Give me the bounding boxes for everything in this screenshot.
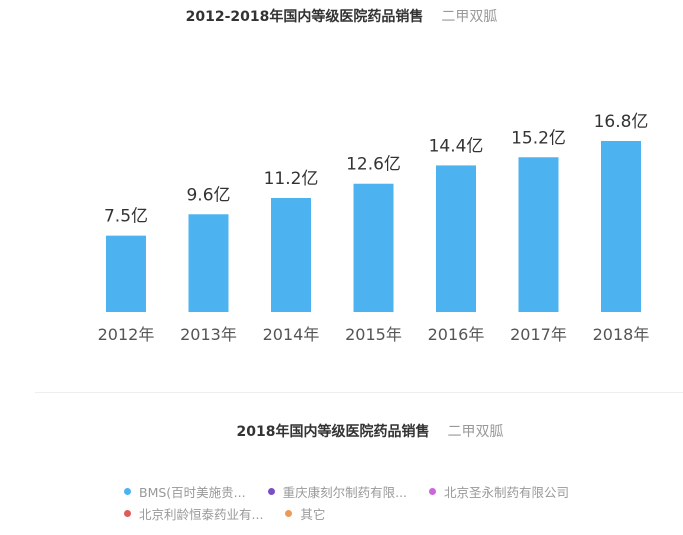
legend-item[interactable]: 其它	[285, 504, 325, 523]
x-tick-label: 2017年	[510, 325, 567, 344]
legend-item[interactable]: 北京圣永制药有限公司	[429, 482, 569, 501]
data-label: 16.8亿	[594, 112, 649, 132]
x-tick-label: 2015年	[345, 325, 402, 344]
legend-dot-icon	[124, 487, 131, 495]
data-label: 9.6亿	[186, 185, 230, 205]
legend-item[interactable]: 北京利龄恒泰药业有...	[124, 504, 263, 523]
pie-legend: BMS(百时美施贵... 重庆康刻尔制药有限... 北京圣永制药有限公司 北京利龄恒…	[124, 480, 644, 524]
legend-label: 北京利龄恒泰药业有...	[139, 506, 264, 522]
legend-label: BMS(百时美施贵...	[139, 484, 246, 500]
legend-dot-icon	[124, 509, 131, 517]
bar-2013年	[188, 214, 229, 312]
legend-dot-icon	[429, 487, 437, 495]
legend-label: 北京圣永制药有限公司	[444, 484, 570, 500]
bar-2012年	[106, 235, 146, 312]
bar-2015年	[353, 183, 394, 312]
x-tick-label: 2013年	[180, 325, 237, 344]
x-tick-label: 2016年	[428, 325, 485, 344]
bar-chart: 7.5亿 2012年 9.6亿 2013年 11.2亿 2014年 12.6亿 2015年 14…	[98, 112, 650, 344]
data-label: 12.6亿	[346, 155, 401, 175]
bar-2018年	[601, 140, 641, 312]
data-label: 11.2亿	[264, 169, 319, 189]
legend-item[interactable]: BMS(百时美施贵...	[124, 482, 246, 501]
chart-title: 2012-2018年国内等级医院药品销售 二甲双胍	[185, 9, 498, 25]
legend-dot-icon	[267, 487, 275, 495]
x-tick-label: 2014年	[263, 325, 320, 344]
bar-2014年	[271, 197, 311, 312]
data-label: 15.2亿	[511, 128, 566, 148]
data-label: 7.5亿	[104, 207, 148, 227]
divider	[35, 392, 683, 393]
legend-dot-icon	[285, 509, 293, 517]
x-tick-label: 2012年	[98, 325, 155, 344]
bar-2016年	[436, 165, 476, 312]
data-label: 14.4亿	[429, 136, 484, 156]
legend-label: 其它	[300, 506, 326, 522]
x-tick-label: 2018年	[593, 325, 650, 344]
bar-2017年	[518, 157, 559, 312]
legend-item[interactable]: 重庆康刻尔制药有限...	[267, 482, 408, 501]
legend-label: 重庆康刻尔制药有限...	[282, 484, 408, 500]
pie-title: 2018年国内等级医院药品销售 二甲双胍	[236, 424, 504, 440]
